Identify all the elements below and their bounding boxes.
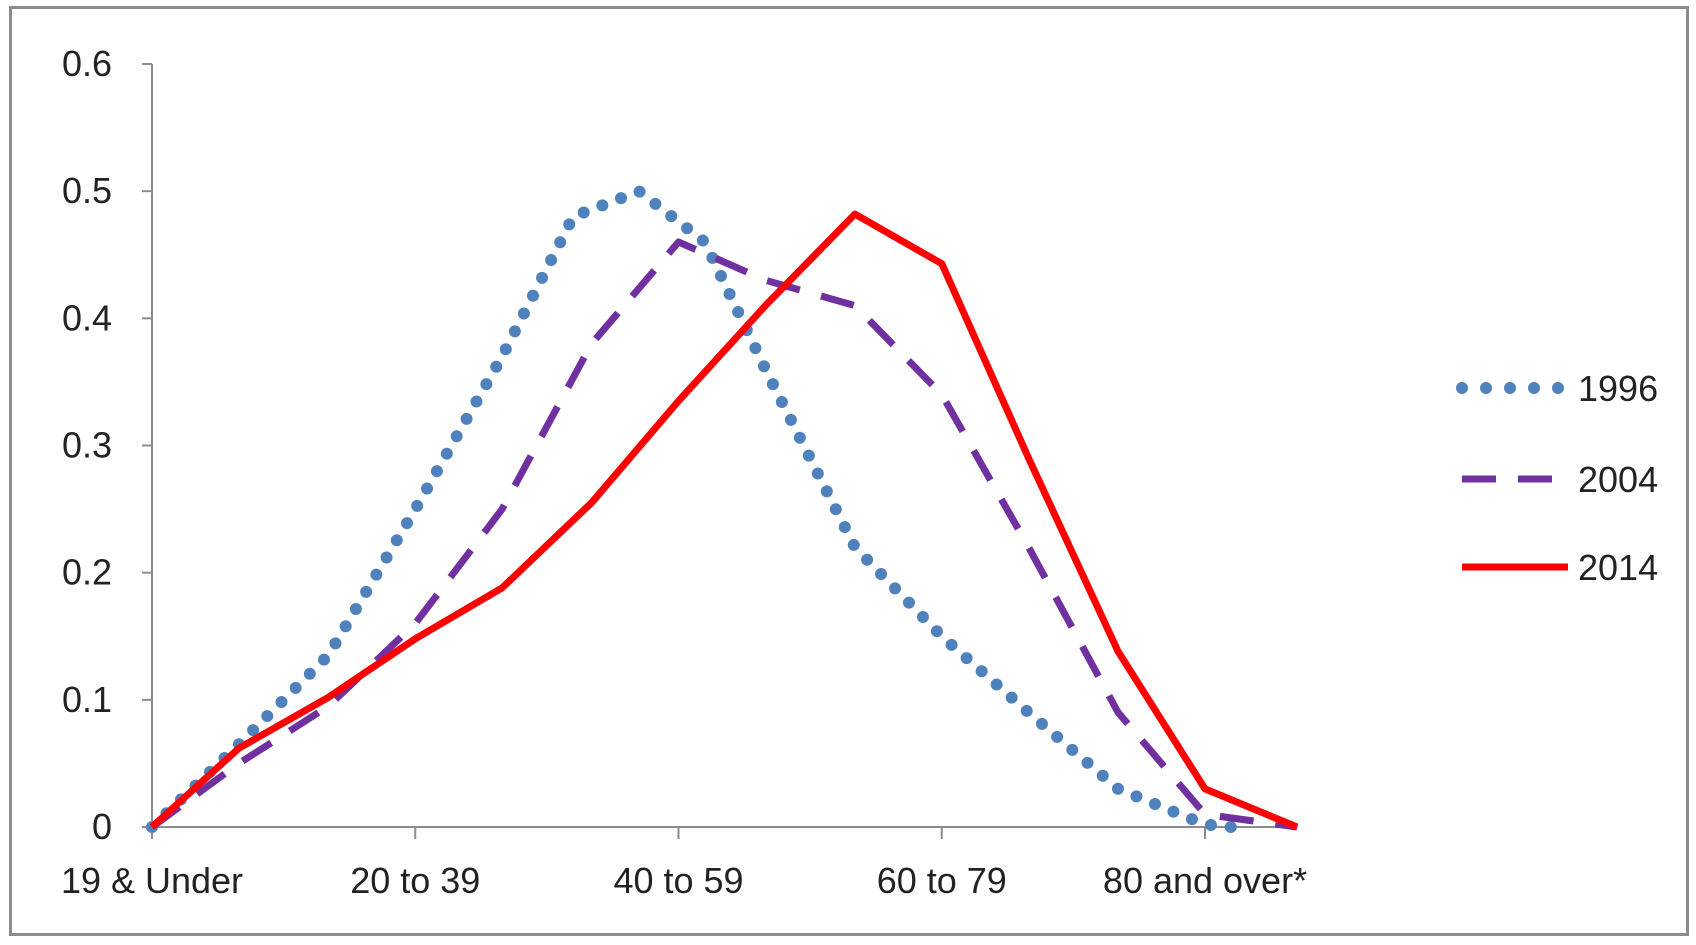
axes: 0 0.1 0.2 0.3 0.4 0.5 0.6 19 & Under 20 to 39 40 … [61,43,1307,901]
series-line-1996 [146,185,1238,833]
x-tick-label: 19 & Under [61,860,243,901]
y-tick-label: 0.1 [62,679,112,720]
x-tick-label: 80 and over* [1103,860,1307,901]
series-line-2004 [149,238,1298,831]
legend-label-2014: 2014 [1578,547,1658,588]
y-tick-label: 0.2 [62,552,112,593]
series-layer [146,185,1299,833]
y-tick-label: 0.3 [62,425,112,466]
y-tick-label: 0.4 [62,297,112,338]
y-tick-label: 0 [92,806,112,847]
chart-frame [9,6,1689,936]
series-line-2014 [149,210,1299,831]
legend-label-1996: 1996 [1578,368,1658,409]
x-tick-label: 40 to 59 [613,860,743,901]
y-tick-label: 0.6 [62,43,112,84]
x-tick-label: 60 to 79 [877,860,1007,901]
legend-label-2004: 2004 [1578,459,1658,500]
legend: 1996 2004 2014 [1456,368,1658,588]
x-tick-label: 20 to 39 [350,860,480,901]
y-tick-label: 0.5 [62,170,112,211]
